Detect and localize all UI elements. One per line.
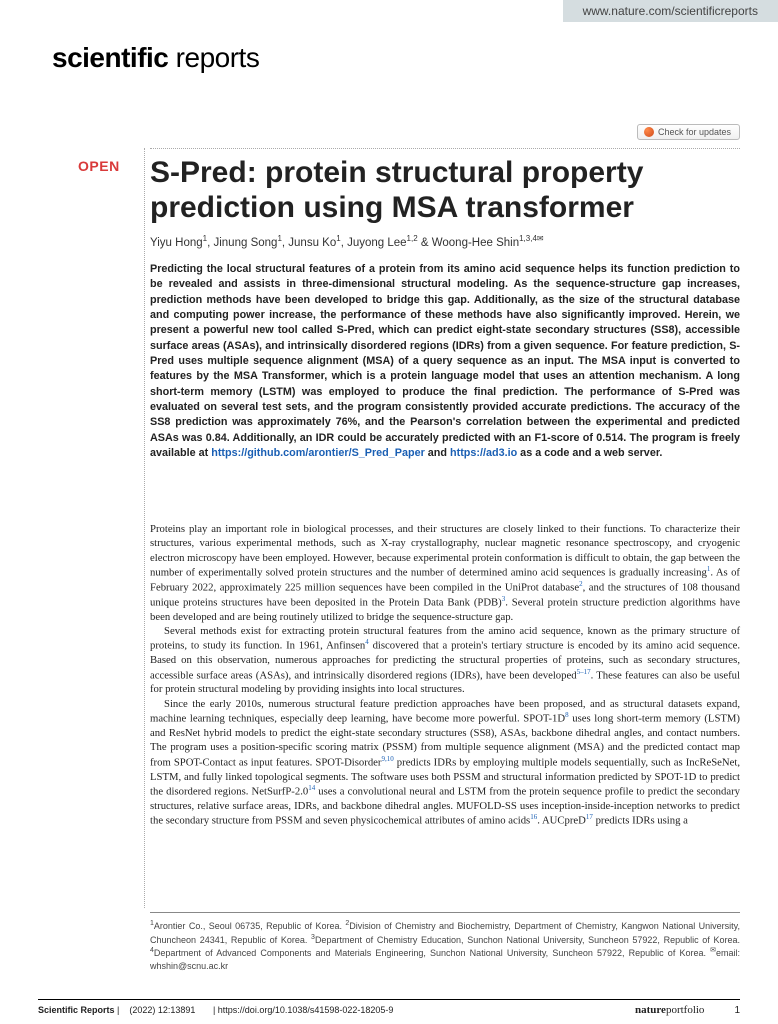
footer-journal: Scientific Reports: [38, 1005, 115, 1015]
vertical-divider: [144, 148, 145, 908]
abstract-text-pre: Predicting the local structural features…: [150, 263, 740, 459]
crossmark-icon: [644, 127, 654, 137]
body-text: Proteins play an important role in biolo…: [150, 522, 740, 828]
url-banner: www.nature.com/scientificreports: [563, 0, 778, 22]
footer-left: Scientific Reports | (2022) 12:13891 | h…: [38, 1005, 393, 1015]
abstract-text-post: as a code and a web server.: [517, 447, 662, 459]
affiliations: 1Arontier Co., Seoul 06735, Republic of …: [150, 912, 740, 972]
check-updates-label: Check for updates: [658, 127, 731, 137]
nature-portfolio-logo: natureportfolio: [635, 1004, 704, 1016]
article-title: S-Pred: protein structural property pred…: [150, 148, 740, 226]
journal-logo-bold: scientific: [52, 42, 168, 73]
footer-citation: (2022) 12:13891: [129, 1005, 195, 1015]
body-paragraph-2: Several methods exist for extracting pro…: [150, 624, 740, 697]
footer-doi: | https://doi.org/10.1038/s41598-022-182…: [213, 1005, 393, 1015]
page-footer: Scientific Reports | (2022) 12:13891 | h…: [38, 999, 740, 1016]
abstract-link-github[interactable]: https://github.com/arontier/S_Pred_Paper: [211, 447, 425, 459]
ref-9-10[interactable]: 9,10: [381, 755, 393, 763]
ref-17[interactable]: 17: [586, 813, 593, 821]
open-access-badge: OPEN: [78, 158, 120, 174]
body-paragraph-1: Proteins play an important role in biolo…: [150, 522, 740, 624]
journal-logo-light: reports: [168, 42, 259, 73]
body-paragraph-3: Since the early 2010s, numerous structur…: [150, 697, 740, 828]
author-list: Yiyu Hong1, Jinung Song1, Junsu Ko1, Juy…: [150, 234, 740, 249]
footer-right: natureportfolio 1: [635, 1004, 740, 1016]
page-number: 1: [734, 1005, 740, 1016]
journal-logo: scientific reports: [52, 42, 259, 74]
abstract: Predicting the local structural features…: [150, 262, 740, 461]
abstract-link-ad3[interactable]: https://ad3.io: [450, 447, 517, 459]
ref-5-17[interactable]: 5–17: [577, 668, 591, 676]
abstract-text-mid: and: [425, 447, 450, 459]
check-updates-button[interactable]: Check for updates: [637, 124, 740, 140]
